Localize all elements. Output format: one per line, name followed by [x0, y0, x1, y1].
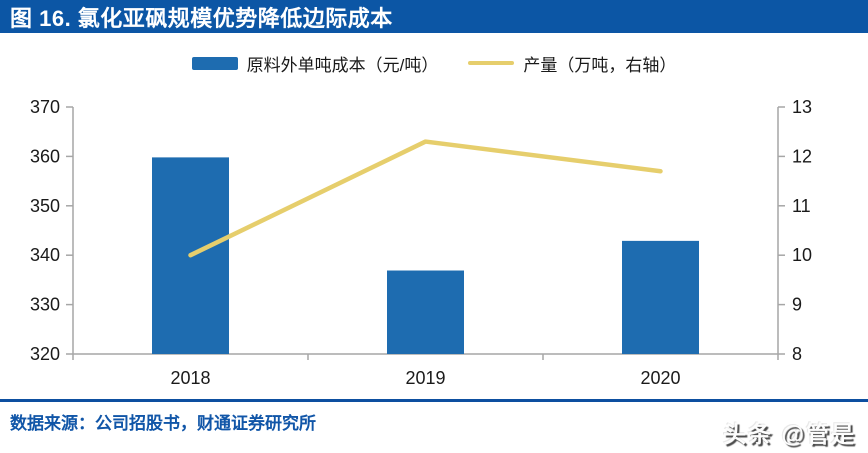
y-left-tick-label: 350	[30, 196, 60, 216]
y-right-tick-label: 8	[792, 344, 802, 364]
bar-series-swatch-icon	[191, 56, 238, 70]
watermark: 头条 @管是	[723, 421, 856, 447]
legend-item-cost: 原料外单吨成本（元/吨）	[191, 51, 439, 76]
y-right-tick-label: 11	[792, 196, 811, 216]
cost-bar-2019	[387, 270, 464, 354]
x-label-2020: 2020	[640, 368, 680, 388]
cost-bar-2020	[622, 240, 699, 354]
y-right-tick-label: 10	[792, 245, 812, 265]
y-left-tick-label: 370	[30, 97, 60, 117]
source-divider	[0, 399, 868, 402]
y-left-tick-label: 330	[30, 295, 60, 315]
y-right-tick-label: 12	[792, 146, 812, 166]
figure-title: 图 16. 氯化亚砜规模优势降低边际成本	[10, 5, 393, 31]
source-note: 数据来源：公司招股书，财通证券研究所	[10, 414, 316, 433]
legend-label-cost: 原料外单吨成本（元/吨）	[246, 55, 439, 75]
y-right-tick-label: 13	[792, 97, 812, 117]
figure-title-bar: 图 16. 氯化亚砜规模优势降低边际成本	[0, 0, 868, 33]
line-series-swatch-icon	[468, 61, 515, 65]
y-left-tick-label: 320	[30, 344, 60, 364]
legend-item-production: 产量（万吨，右轴）	[468, 51, 676, 76]
y-right-tick-label: 9	[792, 295, 802, 315]
x-label-2018: 2018	[170, 368, 210, 388]
legend-label-production: 产量（万吨，右轴）	[523, 55, 677, 75]
production-line	[188, 139, 663, 258]
chart-legend: 原料外单吨成本（元/吨） 产量（万吨，右轴）	[0, 46, 868, 80]
x-label-2019: 2019	[405, 368, 445, 388]
y-left-tick-label: 340	[30, 245, 60, 265]
y-left-tick-label: 360	[30, 146, 60, 166]
chart-plot-area: 370 360 350 340 330 320 13 12 11 10 9 8 2018 2019 2020	[30, 97, 812, 388]
